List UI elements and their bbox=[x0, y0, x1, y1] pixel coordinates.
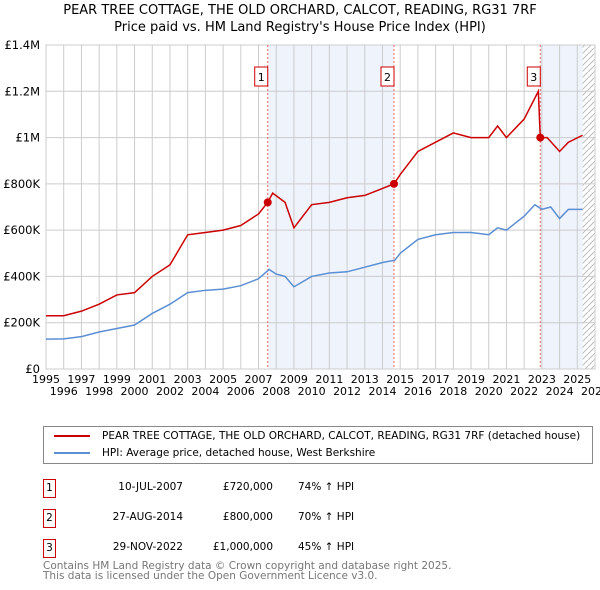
sale-marker-box: 1 bbox=[43, 479, 56, 498]
legend-item-hpi: HPI: Average price, detached house, West… bbox=[54, 445, 375, 461]
legend-item-property: PEAR TREE COTTAGE, THE OLD ORCHARD, CALC… bbox=[54, 428, 580, 444]
x-tick-label: 1999 bbox=[103, 373, 131, 386]
y-tick-label: £1.2M bbox=[4, 84, 40, 98]
x-tick-label: 2014 bbox=[368, 385, 396, 398]
hpi-change: 70% ↑ HPI bbox=[298, 511, 355, 523]
blue-line-swatch bbox=[54, 452, 90, 454]
x-tick-label: 1996 bbox=[50, 385, 78, 398]
legend-label: HPI: Average price, detached house, West… bbox=[102, 447, 376, 459]
shaded-period bbox=[540, 45, 583, 369]
x-tick-label: 2020 bbox=[475, 385, 503, 398]
sale-label-box bbox=[380, 66, 395, 87]
y-tick-label: £1M bbox=[15, 131, 40, 145]
x-tick-label: 2015 bbox=[386, 373, 414, 386]
red-line-swatch bbox=[54, 435, 90, 437]
sale-marker-box: 3 bbox=[43, 539, 56, 558]
x-tick-label: 2025 bbox=[563, 373, 591, 386]
hpi-change: 45% ↑ HPI bbox=[298, 541, 355, 553]
plot-frame bbox=[45, 44, 596, 370]
x-tick-label: 2006 bbox=[227, 385, 255, 398]
x-tick-label: 2024 bbox=[546, 385, 574, 398]
sale-marker-box: 2 bbox=[43, 509, 56, 528]
subtitle-line: Price paid vs. HM Land Registry's House … bbox=[114, 20, 486, 35]
sale-price: £800,000 bbox=[222, 511, 273, 523]
transaction-row: 1 10-JUL-2007 £720,000 74% ↑ HPI bbox=[43, 479, 443, 498]
y-tick-label: £1.4M bbox=[4, 38, 40, 52]
series-line bbox=[46, 88, 583, 317]
sale-label: 2 bbox=[384, 71, 391, 84]
x-tick-label: 2001 bbox=[138, 373, 166, 386]
y-tick-label: £400K bbox=[3, 269, 40, 283]
x-tick-label: 1995 bbox=[32, 373, 60, 386]
x-tick-label: 2011 bbox=[315, 373, 343, 386]
x-tick-label: 2008 bbox=[262, 385, 290, 398]
x-tick-label: 1997 bbox=[67, 373, 95, 386]
x-tick-label: 2004 bbox=[191, 385, 219, 398]
sale-label: 3 bbox=[530, 71, 537, 84]
price-chart: 1995199619971998199920002001200220032004… bbox=[3, 38, 600, 398]
transaction-row: 3 29-NOV-2022 £1,000,000 45% ↑ HPI bbox=[43, 539, 443, 558]
x-tick-label: 2023 bbox=[528, 373, 556, 386]
legend-label: PEAR TREE COTTAGE, THE OLD ORCHARD, CALC… bbox=[102, 430, 581, 442]
sale-label-box bbox=[526, 66, 541, 87]
sale-date: 27-AUG-2014 bbox=[112, 511, 183, 523]
sale-point bbox=[389, 179, 398, 188]
sale-date: 29-NOV-2022 bbox=[112, 541, 183, 553]
x-tick-label: 2021 bbox=[492, 373, 520, 386]
sale-price: £720,000 bbox=[222, 481, 273, 493]
x-tick-label: 2017 bbox=[422, 373, 450, 386]
x-tick-label: 1998 bbox=[85, 385, 113, 398]
sale-label: 1 bbox=[258, 71, 265, 84]
hpi-change: 74% ↑ HPI bbox=[298, 481, 355, 493]
x-tick-label: 2009 bbox=[280, 373, 308, 386]
shaded-period bbox=[267, 45, 394, 369]
x-tick-label: 2018 bbox=[439, 385, 467, 398]
series-line bbox=[45, 203, 583, 340]
footer: Contains HM Land Registry data © Crown c… bbox=[43, 560, 452, 582]
footer-line: This data is licensed under the Open Gov… bbox=[43, 570, 378, 582]
x-tick-label: 2013 bbox=[351, 373, 379, 386]
x-tick-label: 2022 bbox=[510, 385, 538, 398]
y-tick-label: £0 bbox=[25, 362, 40, 376]
x-tick-label: 2002 bbox=[156, 385, 184, 398]
x-tick-label: 2019 bbox=[457, 373, 485, 386]
sale-price: £1,000,000 bbox=[212, 541, 273, 553]
chart-title: PEAR TREE COTTAGE, THE OLD ORCHARD, CALC… bbox=[0, 2, 600, 36]
legend: PEAR TREE COTTAGE, THE OLD ORCHARD, CALC… bbox=[43, 426, 593, 464]
x-tick-label: 2016 bbox=[404, 385, 432, 398]
x-tick-label: 2005 bbox=[209, 373, 237, 386]
x-tick-label: 2010 bbox=[298, 385, 326, 398]
sale-point bbox=[536, 133, 545, 142]
x-tick-label: 2012 bbox=[333, 385, 361, 398]
x-tick-label: 2000 bbox=[121, 385, 149, 398]
y-tick-label: £800K bbox=[3, 177, 40, 191]
title-line: PEAR TREE COTTAGE, THE OLD ORCHARD, CALC… bbox=[63, 3, 537, 18]
sale-point bbox=[263, 198, 272, 207]
x-tick-label: 2003 bbox=[174, 373, 202, 386]
y-tick-label: £200K bbox=[3, 316, 40, 330]
forecast-hatch bbox=[582, 45, 595, 369]
sale-label-box bbox=[254, 66, 269, 87]
x-tick-label: 2026 bbox=[581, 385, 600, 398]
y-tick-label: £600K bbox=[3, 223, 40, 237]
footer-line: Contains HM Land Registry data © Crown c… bbox=[43, 560, 452, 572]
sale-date: 10-JUL-2007 bbox=[118, 481, 183, 493]
x-tick-label: 2007 bbox=[245, 373, 273, 386]
transaction-row: 2 27-AUG-2014 £800,000 70% ↑ HPI bbox=[43, 509, 443, 528]
